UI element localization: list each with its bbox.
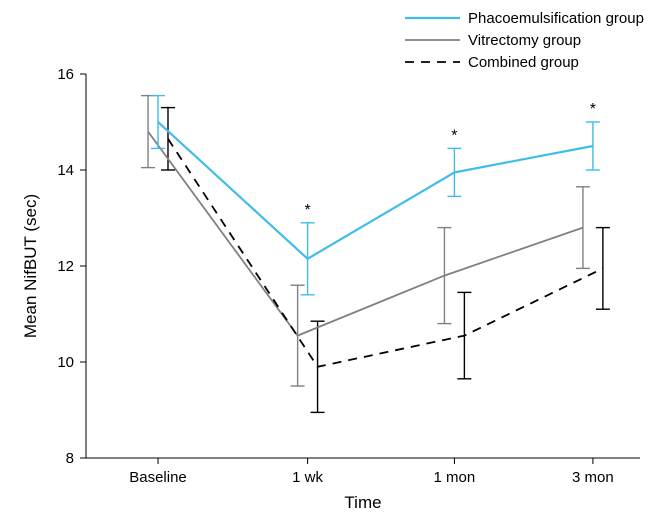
legend-label: Combined group (468, 54, 579, 71)
series-line (148, 132, 583, 336)
x-axis-label: Time (344, 493, 381, 512)
legend-label: Vitrectomy group (468, 32, 581, 49)
significance-star: * (590, 101, 596, 118)
legend-label: Phacoemulsification group (468, 10, 644, 27)
y-tick-label: 12 (57, 258, 74, 275)
series-line (158, 122, 593, 259)
x-tick-label: 1 mon (434, 469, 476, 486)
x-tick-label: 3 mon (572, 469, 614, 486)
y-tick-label: 14 (57, 162, 74, 179)
y-tick-label: 10 (57, 354, 74, 371)
series-line (168, 139, 603, 367)
x-tick-label: 1 wk (292, 469, 323, 486)
y-tick-label: 16 (57, 66, 74, 83)
y-tick-label: 8 (66, 450, 74, 467)
significance-star: * (451, 127, 457, 144)
y-axis-label: Mean NifBUT (sec) (21, 194, 40, 338)
line-chart: 8 10 12 14 16 Mean NifBUT (sec) Baseline 1 wk 1 … (0, 0, 671, 524)
significance-star: * (304, 202, 310, 219)
x-tick-label: Baseline (129, 469, 187, 486)
